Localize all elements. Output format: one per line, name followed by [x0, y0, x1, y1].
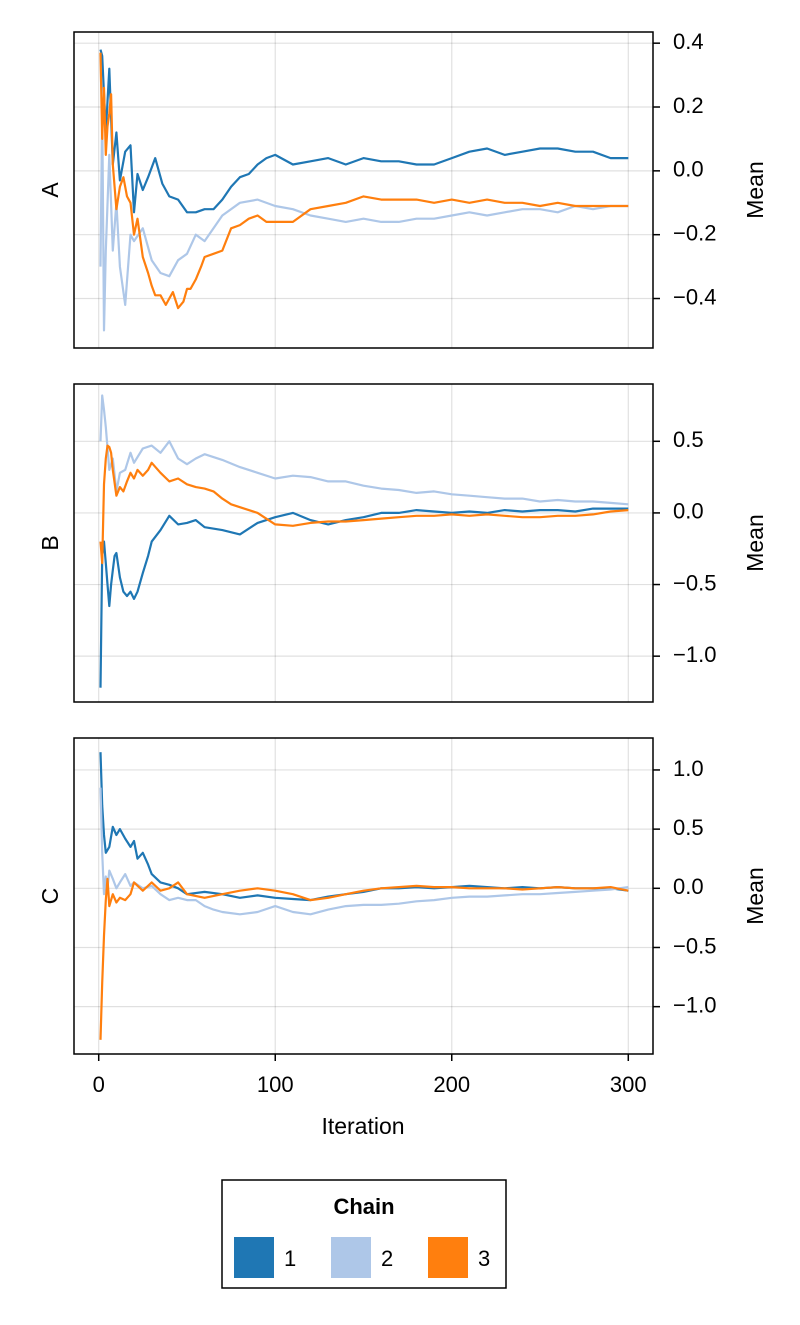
panel-c-series-3-line: [99, 877, 629, 1040]
panel-a-y-tick-label-2: 0.0: [673, 157, 704, 182]
x-tick-label-0: 0: [93, 1072, 105, 1097]
panel-b-y-tick-label-2: −0.5: [673, 570, 716, 595]
panel-b-lines: [99, 394, 629, 688]
legend-title: Chain: [333, 1194, 394, 1219]
panel-b-frame: [73, 383, 654, 703]
panel-b-series-3-line: [99, 444, 629, 565]
panel-c-y-tick-label-1: 0.5: [673, 815, 704, 840]
panel-a-lines: [99, 49, 629, 332]
legend-item-2: 2: [331, 1237, 393, 1278]
legend-swatch-2: [331, 1237, 371, 1278]
panel-a-y-tick-label-3: −0.2: [673, 220, 716, 245]
legend-label-2: 2: [381, 1246, 393, 1271]
panel-b-y-axis-label: Mean: [742, 514, 768, 572]
legend-swatch-1: [234, 1237, 274, 1278]
panel-c-grid: [74, 738, 653, 1054]
panel-c-y-tick-label-0: 1.0: [673, 756, 704, 781]
panel-b-series-1-line: [99, 507, 629, 688]
panel-b-y-ticks: 0.5 0.0 −0.5 −1.0: [653, 427, 716, 667]
panel-c-label: C: [37, 888, 63, 905]
panel-c-series-2-line: [99, 787, 629, 916]
panel-c-y-tick-label-3: −0.5: [673, 933, 716, 958]
panel-c-y-ticks: 1.0 0.5 0.0 −0.5 −1.0: [653, 756, 716, 1017]
panel-c-y-axis-label: Mean: [742, 867, 768, 925]
panel-a-y-tick-label-0: 0.4: [673, 29, 704, 54]
panel-b: 0.5 0.0 −0.5 −1.0 B Mean: [37, 383, 768, 703]
panel-a-frame: [73, 31, 654, 349]
panel-a-label: A: [37, 182, 63, 198]
panel-a-y-axis-label: Mean: [742, 161, 768, 219]
panel-a-y-ticks: 0.4 0.2 0.0 −0.2 −0.4: [653, 29, 716, 309]
panel-c-lines: [99, 752, 629, 1040]
x-tick-label-2: 200: [433, 1072, 470, 1097]
panel-a: 0.4 0.2 0.0 −0.2 −0.4 A Mean: [37, 29, 768, 349]
x-axis-label: Iteration: [321, 1113, 404, 1139]
panel-a-series-2-line: [99, 105, 629, 332]
panel-a-y-tick-label-1: 0.2: [673, 93, 704, 118]
panel-b-series-2-line: [99, 394, 629, 506]
legend-item-3: 3: [428, 1237, 490, 1278]
panel-b-y-tick-label-0: 0.5: [673, 427, 704, 452]
panel-b-y-tick-label-1: 0.0: [673, 499, 704, 524]
legend-swatch-3: [428, 1237, 468, 1278]
legend: Chain 1 2 3: [221, 1179, 507, 1289]
legend-item-1: 1: [234, 1237, 296, 1278]
panel-a-series-1-line: [99, 49, 629, 214]
x-tick-label-1: 100: [257, 1072, 294, 1097]
panel-c: 1.0 0.5 0.0 −0.5 −1.0 0 100 200 300 C Mean Iter…: [37, 737, 768, 1139]
panel-b-y-tick-label-3: −1.0: [673, 642, 716, 667]
panel-c-frame: [73, 737, 654, 1055]
panel-b-label: B: [37, 535, 63, 550]
panel-c-y-tick-label-2: 0.0: [673, 874, 704, 899]
panel-a-series-3-line: [99, 52, 629, 310]
legend-label-1: 1: [284, 1246, 296, 1271]
x-tick-label-3: 300: [610, 1072, 647, 1097]
panel-a-y-tick-label-4: −0.4: [673, 284, 716, 309]
panel-c-x-ticks: 0 100 200 300: [93, 1054, 647, 1097]
legend-label-3: 3: [478, 1246, 490, 1271]
panel-c-y-tick-label-4: −1.0: [673, 992, 716, 1017]
